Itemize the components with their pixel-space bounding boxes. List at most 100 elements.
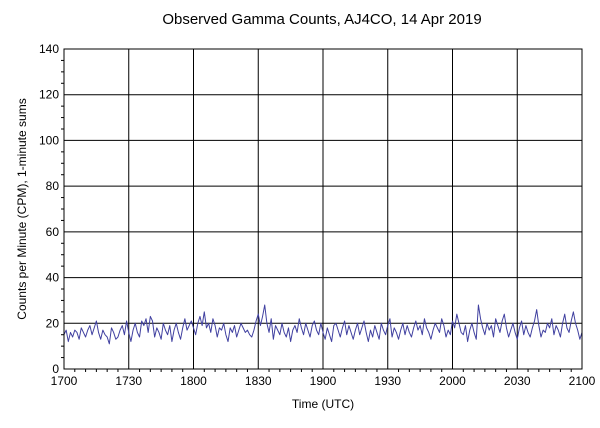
data-point	[441, 318, 442, 319]
data-point	[100, 339, 101, 340]
x-tick-label: 1730	[115, 374, 142, 388]
data-point	[502, 321, 503, 322]
data-point	[234, 325, 235, 326]
data-point	[556, 325, 557, 326]
data-point	[530, 337, 531, 338]
data-point	[480, 318, 481, 319]
data-point	[463, 334, 464, 335]
data-point	[269, 332, 270, 333]
y-tick-label: 60	[46, 225, 60, 239]
data-point	[336, 323, 337, 324]
x-tick-label: 2100	[569, 374, 596, 388]
data-point	[70, 332, 71, 333]
data-point	[102, 330, 103, 331]
data-point	[398, 339, 399, 340]
data-point	[150, 316, 151, 317]
data-point	[558, 330, 559, 331]
x-tick-label: 1930	[374, 374, 401, 388]
data-point	[474, 332, 475, 333]
data-point	[68, 341, 69, 342]
data-point	[128, 332, 129, 333]
data-point	[310, 337, 311, 338]
data-point	[344, 321, 345, 322]
data-point	[495, 318, 496, 319]
data-point	[510, 330, 511, 331]
data-point	[426, 327, 427, 328]
data-point	[525, 325, 526, 326]
data-point	[387, 325, 388, 326]
data-point	[305, 323, 306, 324]
data-point	[372, 337, 373, 338]
data-point	[519, 327, 520, 328]
data-point	[137, 332, 138, 333]
data-point	[564, 314, 565, 315]
data-point	[195, 334, 196, 335]
data-point	[394, 327, 395, 328]
series-line	[63, 304, 583, 345]
data-point	[118, 337, 119, 338]
data-point	[273, 339, 274, 340]
data-point	[456, 314, 457, 315]
data-point	[383, 330, 384, 331]
y-axis-label: Counts per Minute (CPM), 1-minute sums	[15, 98, 29, 319]
data-point	[303, 334, 304, 335]
series-layer	[63, 304, 583, 345]
x-tick-label: 1900	[310, 374, 337, 388]
data-point	[351, 332, 352, 333]
data-point	[366, 332, 367, 333]
data-point	[258, 314, 259, 315]
data-point	[107, 337, 108, 338]
chart-title: Observed Gamma Counts, AJ4CO, 14 Apr 201…	[162, 11, 481, 28]
data-point	[459, 323, 460, 324]
data-point	[342, 327, 343, 328]
data-point	[215, 325, 216, 326]
data-point	[314, 321, 315, 322]
data-point	[176, 323, 177, 324]
data-point	[165, 330, 166, 331]
data-point	[547, 323, 548, 324]
data-point	[187, 330, 188, 331]
data-point	[487, 323, 488, 324]
data-point	[340, 337, 341, 338]
x-tick-label: 1830	[245, 374, 272, 388]
data-point	[159, 332, 160, 333]
data-point	[374, 325, 375, 326]
data-point	[143, 325, 144, 326]
data-point	[87, 330, 88, 331]
data-point	[566, 327, 567, 328]
data-point	[465, 325, 466, 326]
data-point	[178, 332, 179, 333]
data-point	[139, 337, 140, 338]
data-point	[286, 337, 287, 338]
data-point	[355, 330, 356, 331]
data-point	[323, 332, 324, 333]
data-point	[126, 321, 127, 322]
data-point	[437, 327, 438, 328]
data-point	[264, 305, 265, 306]
data-point	[189, 325, 190, 326]
data-point	[400, 330, 401, 331]
data-point	[163, 323, 164, 324]
data-point	[325, 339, 326, 340]
data-point	[262, 316, 263, 317]
data-point	[472, 323, 473, 324]
data-point	[327, 327, 328, 328]
data-point	[573, 311, 574, 312]
data-point	[282, 323, 283, 324]
data-point	[357, 323, 358, 324]
data-point	[146, 318, 147, 319]
data-point	[202, 325, 203, 326]
data-point	[521, 321, 522, 322]
x-axis-label: Time (UTC)	[292, 397, 354, 411]
data-point	[105, 334, 106, 335]
data-point	[579, 339, 580, 340]
data-point	[72, 337, 73, 338]
x-tick-label: 2030	[504, 374, 531, 388]
data-point	[329, 334, 330, 335]
data-point	[517, 339, 518, 340]
data-point	[478, 305, 479, 306]
data-point	[528, 332, 529, 333]
data-point	[230, 327, 231, 328]
data-point	[115, 339, 116, 340]
data-point	[448, 330, 449, 331]
